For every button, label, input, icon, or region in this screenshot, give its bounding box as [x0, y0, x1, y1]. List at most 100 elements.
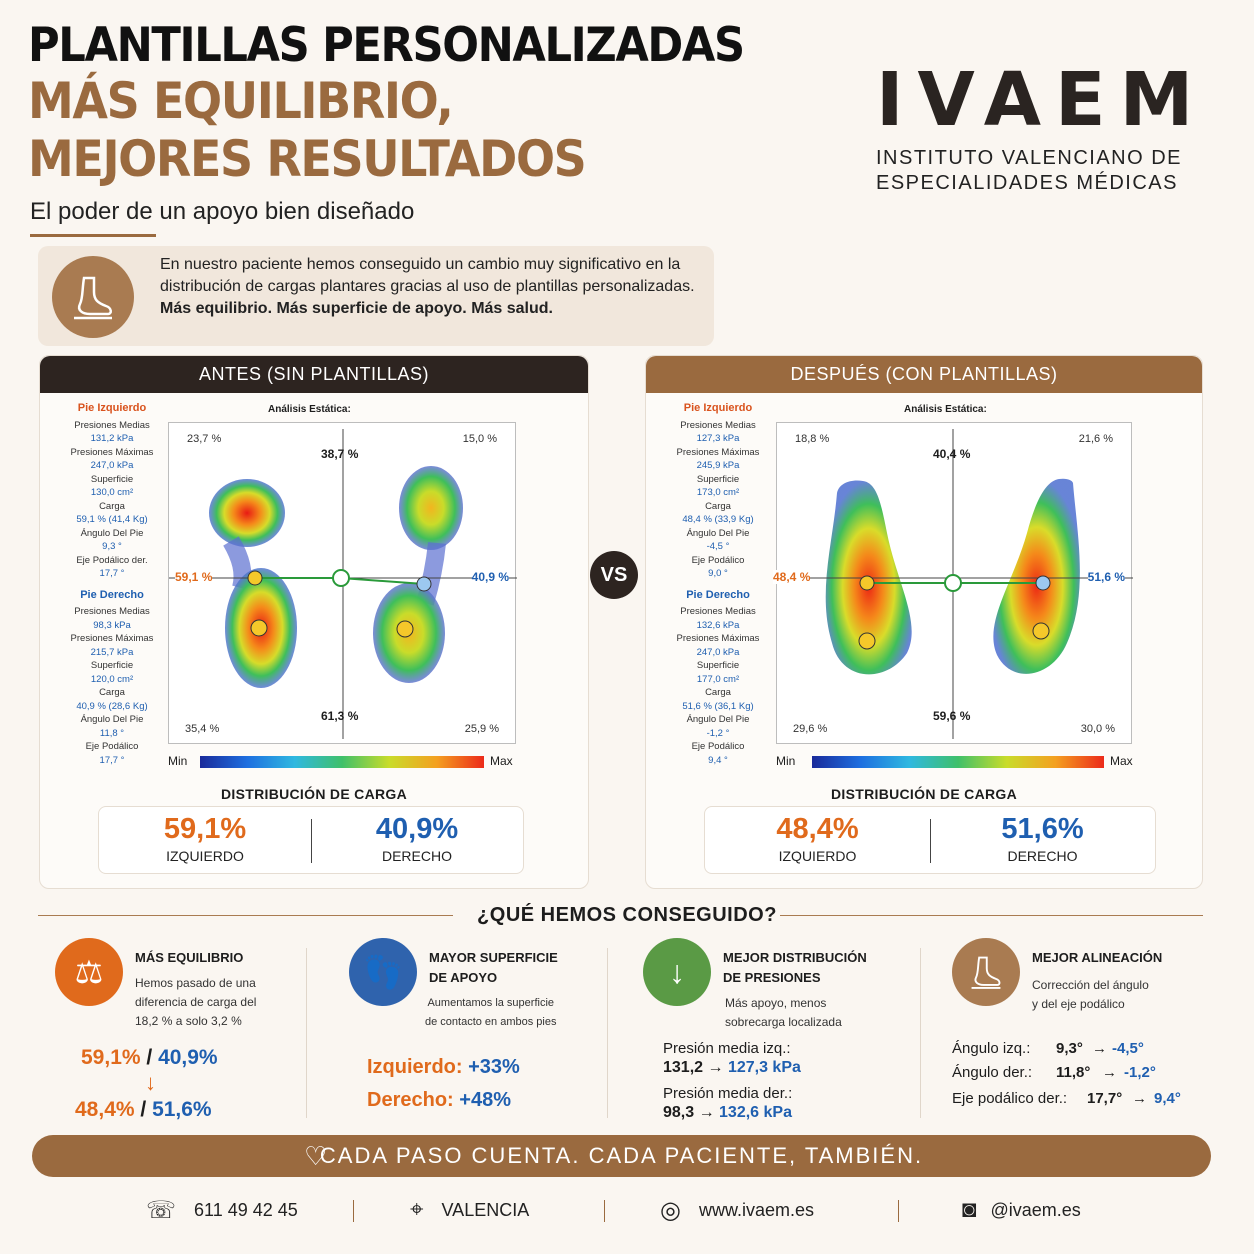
desc-line: sobrecarga localizada [725, 1015, 842, 1029]
ivaem-logo: IVAEM INSTITUTO VALENCIANO DE ESPECIALID… [876, 60, 1206, 196]
intro-body: En nuestro paciente hemos conseguido un … [160, 256, 695, 295]
row-from: 17,7° [1087, 1090, 1123, 1107]
color-scale: Min Max [776, 754, 1146, 770]
divider [604, 1200, 605, 1222]
stat-value: 131,2 kPa [90, 433, 134, 444]
after-right: 51,6% [152, 1098, 212, 1121]
stat-value: 120,0 cm² [90, 673, 134, 685]
stat-label: Ángulo Del Pie [80, 527, 144, 539]
arrow-down-icon: ↓ [643, 938, 711, 1006]
section-line-right [780, 915, 1203, 916]
quadrant-br: 30,0 % [1080, 723, 1115, 735]
after-panel: DESPUÉS (CON PLANTILLAS) Pie Izquierdo P… [645, 355, 1203, 889]
intro-box: En nuestro paciente hemos conseguido un … [38, 246, 714, 346]
analysis-title: Análisis Estática: [904, 404, 987, 415]
subtitle: El poder de un apoyo bien diseñado [30, 198, 415, 225]
stat-value: 132,6 kPa [696, 619, 740, 631]
row-label: Ángulo der.: [952, 1064, 1033, 1081]
contact-phone[interactable]: ☏ 611 49 42 45 [146, 1196, 298, 1225]
pressure-heatmap [757, 429, 1153, 739]
stat-label: Carga [99, 500, 125, 512]
web-text: www.ivaem.es [698, 1200, 814, 1220]
title-line: DE PRESIONES [723, 970, 821, 985]
contact-web[interactable]: ◎ www.ivaem.es [660, 1196, 814, 1225]
dist-left-label: IZQUIERDO [778, 848, 857, 864]
divider [311, 819, 312, 863]
foot-insole-icon [952, 938, 1020, 1006]
divider [920, 948, 921, 1118]
scale-icon: ⚖ [55, 938, 123, 1006]
scale-max: Max [490, 754, 513, 768]
alignment-row-2: Ángulo der.: 11,8° → -1,2° [952, 1064, 1156, 1081]
dist-right: 51,6% DERECHO [930, 813, 1155, 864]
stat-value: 11,8 ° [99, 727, 125, 739]
before-pressure-map: 23,7 % 15,0 % 35,4 % 25,9 % 38,7 % 61,3 … [149, 422, 537, 744]
subtitle-underline [30, 234, 156, 237]
alignment-row-1: Ángulo izq.: 9,3° → -4,5° [952, 1040, 1144, 1057]
after-stats: Pie Izquierdo Presiones Medias 127,3 kPa… [658, 402, 778, 767]
stat-value: 247,0 kPa [696, 646, 740, 658]
vs-badge: VS [590, 551, 638, 599]
stat-value: -4,5 ° [706, 541, 730, 552]
before-stats: Pie Izquierdo Presiones Medias 131,2 kPa… [52, 402, 172, 767]
left-pct: 59,1 % [175, 570, 213, 584]
analysis-title: Análisis Estática: [268, 404, 351, 415]
title-line: DE APOYO [429, 970, 498, 985]
arrow-down-icon: ↓ [145, 1070, 156, 1095]
dist-left: 48,4% IZQUIERDO [705, 813, 930, 864]
achievement-pressure: ↓ MEJOR DISTRIBUCIÓN DE PRESIONES Más ap… [643, 938, 913, 1128]
scale-min: Min [776, 754, 796, 768]
left-label: Izquierdo: [367, 1056, 463, 1078]
stat-value: 51,6 % (36,1 Kg) [682, 700, 754, 712]
stat-value: -1,2 ° [706, 727, 730, 739]
pressure-heatmap [149, 429, 537, 739]
contact-instagram[interactable]: ◙ @ivaem.es [962, 1196, 1081, 1224]
right-label: Derecho: [367, 1089, 454, 1111]
title-line: MEJOR DISTRIBUCIÓN [723, 950, 867, 965]
stat-value: 17,7 ° [99, 568, 125, 579]
row-from: 11,8° [1056, 1064, 1091, 1081]
quadrant-tl: 18,8 % [795, 433, 830, 445]
quadrant-bl: 29,6 % [793, 723, 828, 735]
heart-icon: ♡ [304, 1141, 330, 1171]
dist-box: 59,1% IZQUIERDO 40,9% DERECHO [98, 806, 524, 874]
bottom-pct: 59,6 % [933, 709, 971, 723]
achievement-balance: ⚖ MÁS EQUILIBRIO Hemos pasado de una dif… [55, 938, 305, 1128]
divider [930, 819, 931, 863]
right-pct: 40,9 % [471, 570, 509, 584]
stat-value: 130,0 cm² [90, 487, 134, 498]
stat-value: 9,4 ° [708, 754, 728, 766]
surface-right: Derecho: +48% [367, 1089, 511, 1112]
intro-bold: Más equilibrio. Más superficie de apoyo.… [160, 300, 553, 317]
scale-max: Max [1110, 754, 1133, 768]
desc-line: Corrección del ángulo [1032, 978, 1149, 992]
stat-label: Carga [705, 500, 731, 512]
left-foot-label: Pie Izquierdo [77, 402, 147, 414]
quadrant-tl: 23,7 % [187, 433, 222, 445]
achievement-desc: Más apoyo, menos sobrecarga localizada [725, 994, 842, 1032]
achievement-title: MEJOR DISTRIBUCIÓN DE PRESIONES [723, 948, 873, 988]
dist-right-label: DERECHO [1007, 848, 1078, 864]
stat-label: Eje Podálico [691, 554, 745, 566]
stat-label: Eje Podálico [691, 741, 745, 752]
achievement-title: MÁS EQUILIBRIO [135, 950, 244, 965]
row-to: -1,2° [1124, 1064, 1156, 1081]
row-label: Eje podálico der.: [952, 1090, 1068, 1107]
logo-line-2: ESPECIALIDADES MÉDICAS [876, 172, 1178, 194]
phone-icon: ☏ [146, 1197, 177, 1224]
stat-label: Superficie [696, 660, 740, 671]
achievement-desc: Hemos pasado de una diferencia de carga … [135, 974, 256, 1031]
stat-label: Presiones Medias [74, 419, 150, 431]
stat-label: Superficie [90, 660, 134, 671]
pressure-right-label: Presión media der.: [663, 1085, 793, 1102]
bottom-pct: 61,3 % [321, 709, 359, 723]
desc-line: Aumentamos la superficie [427, 997, 555, 1009]
globe-icon: ◎ [660, 1197, 681, 1224]
pressure-left: 131,2 → 127,3 kPa [663, 1059, 801, 1076]
to-value: 132,6 kPa [719, 1104, 792, 1121]
color-scale: Min Max [168, 754, 528, 770]
divider [306, 948, 307, 1118]
title-line: MAYOR SUPERFICIE [429, 950, 558, 965]
row-label: Ángulo izq.: [952, 1040, 1031, 1057]
stat-value: 127,3 kPa [696, 433, 740, 444]
